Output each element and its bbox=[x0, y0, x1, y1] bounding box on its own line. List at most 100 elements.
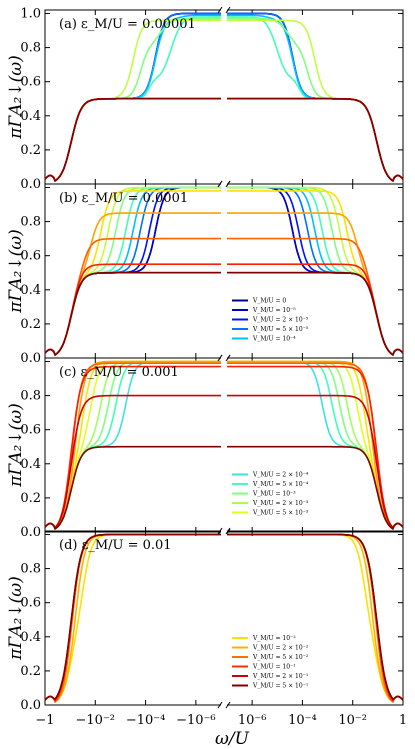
series-line-neg-3 bbox=[44, 12, 221, 183]
panel-label: (a) ε_M/U = 0.00001 bbox=[59, 17, 196, 32]
y-axis-label: πΓA₂↓(ω) bbox=[6, 229, 26, 313]
series-line-neg-13 bbox=[44, 271, 221, 357]
legend-entry: V_M/U = 10⁻² bbox=[252, 635, 296, 642]
legend-entry: V_M/U = 2 × 10⁻⁵ bbox=[252, 317, 309, 324]
series-line-neg-10 bbox=[44, 237, 221, 357]
y-tick-label: 0.4 bbox=[20, 630, 41, 645]
y-tick-label: 0.8 bbox=[20, 41, 41, 56]
axis-break-gap bbox=[221, 8, 227, 186]
panel-label: (d) ε_M/U = 0.01 bbox=[59, 538, 172, 553]
x-tick-label: −10⁻² bbox=[76, 713, 116, 728]
break-mark bbox=[217, 701, 223, 709]
x-tick-label: −10⁻⁶ bbox=[176, 713, 216, 728]
series-line-pos-13 bbox=[227, 271, 404, 357]
series-line-neg-1 bbox=[44, 12, 221, 183]
series-line-pos-9 bbox=[227, 394, 404, 529]
panel-2: 0.0 0.2 0.4 0.6 0.8 (b) ε_M/U = 0.0001 πΓA₂↓(ω… bbox=[6, 180, 404, 366]
series-line-neg-9 bbox=[44, 394, 221, 529]
y-tick-label: 0.8 bbox=[20, 562, 41, 577]
series-line-neg-0 bbox=[44, 12, 221, 183]
series-line-pos-10 bbox=[227, 445, 404, 531]
series-line-neg-6 bbox=[44, 17, 221, 183]
y-axis-label: πΓA₂↓(ω) bbox=[6, 576, 26, 660]
y-tick-label: 0.0 bbox=[20, 525, 41, 540]
panels: 0.0 0.2 0.4 0.6 0.8 1.0 (a) ε_M/U = 0.00001 πΓA… bbox=[6, 6, 407, 728]
y-tick-label: 0.4 bbox=[20, 457, 41, 472]
legend-entry: V_M/U = 5 × 10⁻³ bbox=[252, 510, 309, 517]
legend-entry: V_M/U = 5 × 10⁻⁴ bbox=[252, 481, 309, 488]
y-tick-label: 0.0 bbox=[20, 351, 41, 366]
legend-entry: V_M/U = 0 bbox=[252, 298, 286, 305]
y-axis-label: πΓA₂↓(ω) bbox=[6, 403, 26, 487]
y-tick-label: 0.4 bbox=[20, 283, 41, 298]
break-mark bbox=[225, 354, 231, 362]
x-tick-label: −1 bbox=[35, 713, 54, 728]
series-line-pos-5 bbox=[227, 533, 404, 701]
legend-entry: V_M/U = 5 × 10⁻² bbox=[252, 654, 309, 661]
panel-label: (b) ε_M/U = 0.0001 bbox=[59, 191, 188, 206]
legend-entry: V_M/U = 10⁻⁵ bbox=[252, 307, 296, 314]
y-tick-label: 0.6 bbox=[20, 596, 41, 611]
legend-entry: V_M/U = 5 × 10⁻¹ bbox=[252, 683, 308, 690]
legend-entry: V_M/U = 2 × 10⁻¹ bbox=[252, 673, 308, 680]
x-tick-label: −10⁻⁴ bbox=[126, 713, 166, 728]
y-axis-label: πΓA₂↓(ω) bbox=[6, 55, 26, 139]
series-line-pos-1 bbox=[227, 12, 404, 183]
x-tick-label: 10⁻⁶ bbox=[238, 713, 267, 728]
x-tick-label: 10⁻⁴ bbox=[288, 713, 317, 728]
y-tick-label: 1.0 bbox=[20, 6, 41, 21]
y-tick-label: 0.6 bbox=[20, 249, 41, 264]
legend-entry: V_M/U = 2 × 10⁻³ bbox=[252, 500, 309, 507]
x-tick-label: 1 bbox=[399, 713, 407, 728]
legend-entry: V_M/U = 10⁻³ bbox=[252, 491, 296, 498]
panel-1: 0.0 0.2 0.4 0.6 0.8 1.0 (a) ε_M/U = 0.00001 πΓA… bbox=[6, 6, 404, 192]
panel-label: (c) ε_M/U = 0.001 bbox=[59, 365, 179, 380]
series-line-neg-10 bbox=[44, 445, 221, 531]
series-line-neg-13 bbox=[44, 97, 221, 183]
y-tick-label: 0.2 bbox=[20, 317, 41, 332]
break-mark bbox=[217, 354, 223, 362]
series-line-neg-6 bbox=[44, 360, 221, 531]
y-tick-label: 0.4 bbox=[20, 109, 41, 124]
y-tick-label: 0.6 bbox=[20, 423, 41, 438]
x-tick-label: 10⁻² bbox=[338, 713, 367, 728]
series-line-pos-13 bbox=[227, 97, 404, 183]
break-mark bbox=[217, 180, 223, 188]
break-mark bbox=[217, 6, 223, 14]
series-line-neg-5 bbox=[44, 533, 221, 701]
axis-break-gap bbox=[221, 182, 227, 360]
panel-4: 0.0 0.2 0.4 0.6 0.8 (d) ε_M/U = 0.01 πΓA₂↓(ω) V… bbox=[6, 527, 404, 713]
axis-break-gap bbox=[221, 356, 227, 534]
y-tick-label: 0.2 bbox=[20, 664, 41, 679]
break-mark bbox=[225, 701, 231, 709]
series-line-pos-8 bbox=[227, 365, 404, 530]
series-line-pos-3 bbox=[227, 12, 404, 183]
series-line-neg-7 bbox=[44, 19, 221, 183]
series-line-pos-7 bbox=[227, 19, 404, 183]
y-tick-label: 0.2 bbox=[20, 143, 41, 158]
axis-break-gap bbox=[221, 529, 227, 707]
y-tick-label: 0.0 bbox=[20, 698, 41, 713]
legend-entry: V_M/U = 2 × 10⁻² bbox=[252, 645, 309, 652]
break-mark bbox=[217, 527, 223, 535]
series-line-neg-8 bbox=[44, 365, 221, 530]
break-mark bbox=[225, 180, 231, 188]
break-mark bbox=[225, 527, 231, 535]
y-tick-label: 0.0 bbox=[20, 177, 41, 192]
y-tick-label: 0.2 bbox=[20, 491, 41, 506]
series-line-pos-6 bbox=[227, 17, 404, 183]
break-mark bbox=[225, 6, 231, 14]
series-line-neg-11 bbox=[44, 263, 221, 357]
y-tick-label: 0.6 bbox=[20, 75, 41, 90]
legend-entry: V_M/U = 5 × 10⁻⁵ bbox=[252, 326, 309, 333]
legend-entry: V_M/U = 10⁻⁴ bbox=[252, 336, 296, 343]
series-line-neg-2 bbox=[44, 12, 221, 183]
panel-3: 0.0 0.2 0.4 0.6 0.8 (c) ε_M/U = 0.001 πΓA₂↓(ω)… bbox=[6, 354, 404, 540]
legend-entry: V_M/U = 2 × 10⁻⁴ bbox=[252, 472, 309, 479]
y-tick-label: 0.8 bbox=[20, 389, 41, 404]
y-tick-label: 0.8 bbox=[20, 215, 41, 230]
series-line-pos-0 bbox=[227, 12, 404, 183]
series-line-pos-2 bbox=[227, 12, 404, 183]
legend-entry: V_M/U = 10⁻¹ bbox=[252, 664, 296, 671]
